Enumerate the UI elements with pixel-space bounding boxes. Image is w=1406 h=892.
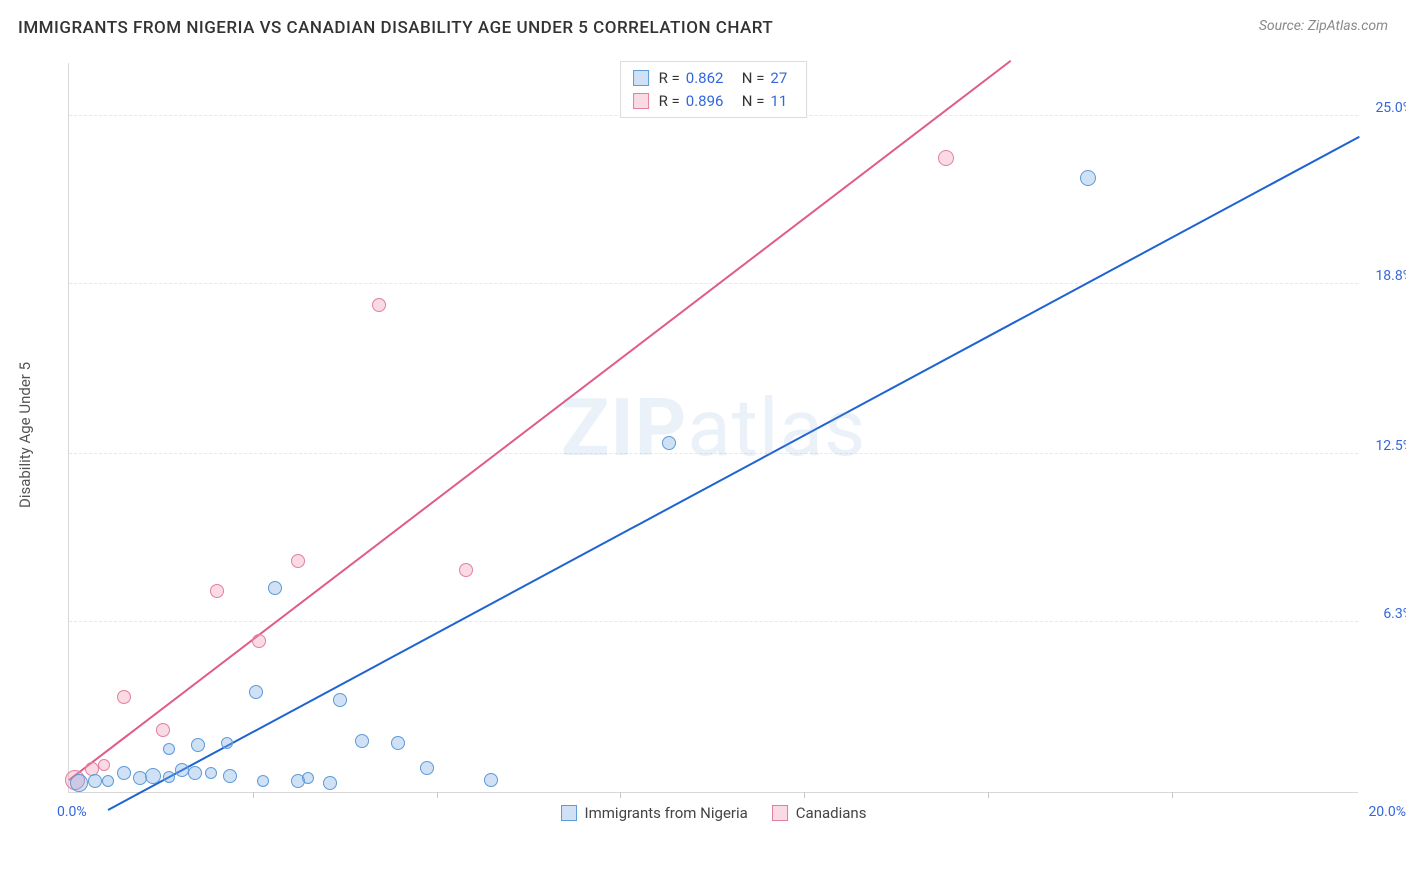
gridline-h [69,283,1358,284]
x-origin-label: 0.0% [57,804,87,820]
data-point [98,759,110,771]
data-point [102,775,114,787]
n-label: N = [742,67,765,90]
data-point [257,775,269,787]
correlation-legend: R = 0.862 N = 27 R = 0.896 N = 11 [620,61,808,118]
y-tick-label: 25.0% [1375,100,1406,116]
data-point [249,685,263,699]
data-point [88,774,102,788]
data-point [268,581,282,595]
data-point [188,766,202,780]
chart-header: IMMIGRANTS FROM NIGERIA VS CANADIAN DISA… [18,18,1388,38]
r-value-pink: 0.896 [686,90,732,113]
data-point [372,298,386,312]
chart-title: IMMIGRANTS FROM NIGERIA VS CANADIAN DISA… [18,18,773,38]
legend-item-pink: Canadians [772,804,867,822]
x-tick [988,792,989,798]
data-point [484,773,498,787]
gridline-h [69,621,1358,622]
swatch-pink [772,805,788,821]
swatch-blue [561,805,577,821]
data-point [323,776,337,790]
data-point [191,738,205,752]
data-point [163,743,175,755]
data-point [163,771,175,783]
data-point [302,772,314,784]
corr-row-blue: R = 0.862 N = 27 [633,67,795,90]
gridline-h [69,453,1358,454]
series-legend: Immigrants from Nigeria Canadians [553,804,875,822]
data-point [333,693,347,707]
swatch-blue [633,70,649,86]
plot-area: ZIPatlas R = 0.862 N = 27 R = 0.896 N = … [68,63,1358,793]
source-attribution: Source: ZipAtlas.com [1259,18,1388,34]
swatch-pink [633,93,649,109]
x-tick [437,792,438,798]
data-point [117,766,131,780]
data-point [391,736,405,750]
plot-container: Disability Age Under 5 ZIPatlas R = 0.86… [60,55,1380,815]
legend-item-blue: Immigrants from Nigeria [561,804,748,822]
legend-label-pink: Canadians [796,804,867,822]
trendline [68,60,1011,781]
data-point [355,734,369,748]
n-label: N = [742,90,765,113]
x-end-label: 20.0% [1368,804,1406,820]
data-point [1080,170,1096,186]
corr-row-pink: R = 0.896 N = 11 [633,90,795,113]
n-value-blue: 27 [770,67,794,90]
legend-label-blue: Immigrants from Nigeria [585,804,748,822]
r-value-blue: 0.862 [686,67,732,90]
x-tick [620,792,621,798]
y-tick-label: 12.5% [1375,438,1406,454]
r-label: R = [659,90,680,113]
data-point [459,563,473,577]
data-point [221,737,233,749]
data-point [117,690,131,704]
data-point [938,150,954,166]
source-prefix: Source: [1259,18,1308,34]
data-point [252,634,266,648]
x-tick [253,792,254,798]
data-point [662,436,676,450]
data-point [223,769,237,783]
data-point [175,763,189,777]
y-tick-label: 6.3% [1383,606,1406,622]
data-point [291,554,305,568]
data-point [145,768,161,784]
n-value-pink: 11 [770,90,794,113]
data-point [420,761,434,775]
data-point [156,723,170,737]
y-axis-title: Disability Age Under 5 [16,362,34,508]
trendline [107,136,1359,811]
data-point [210,584,224,598]
data-point [70,774,88,792]
x-tick [1172,792,1173,798]
r-label: R = [659,67,680,90]
data-point [205,767,217,779]
y-tick-label: 18.8% [1375,268,1406,284]
source-name: ZipAtlas.com [1308,18,1388,34]
x-tick [804,792,805,798]
